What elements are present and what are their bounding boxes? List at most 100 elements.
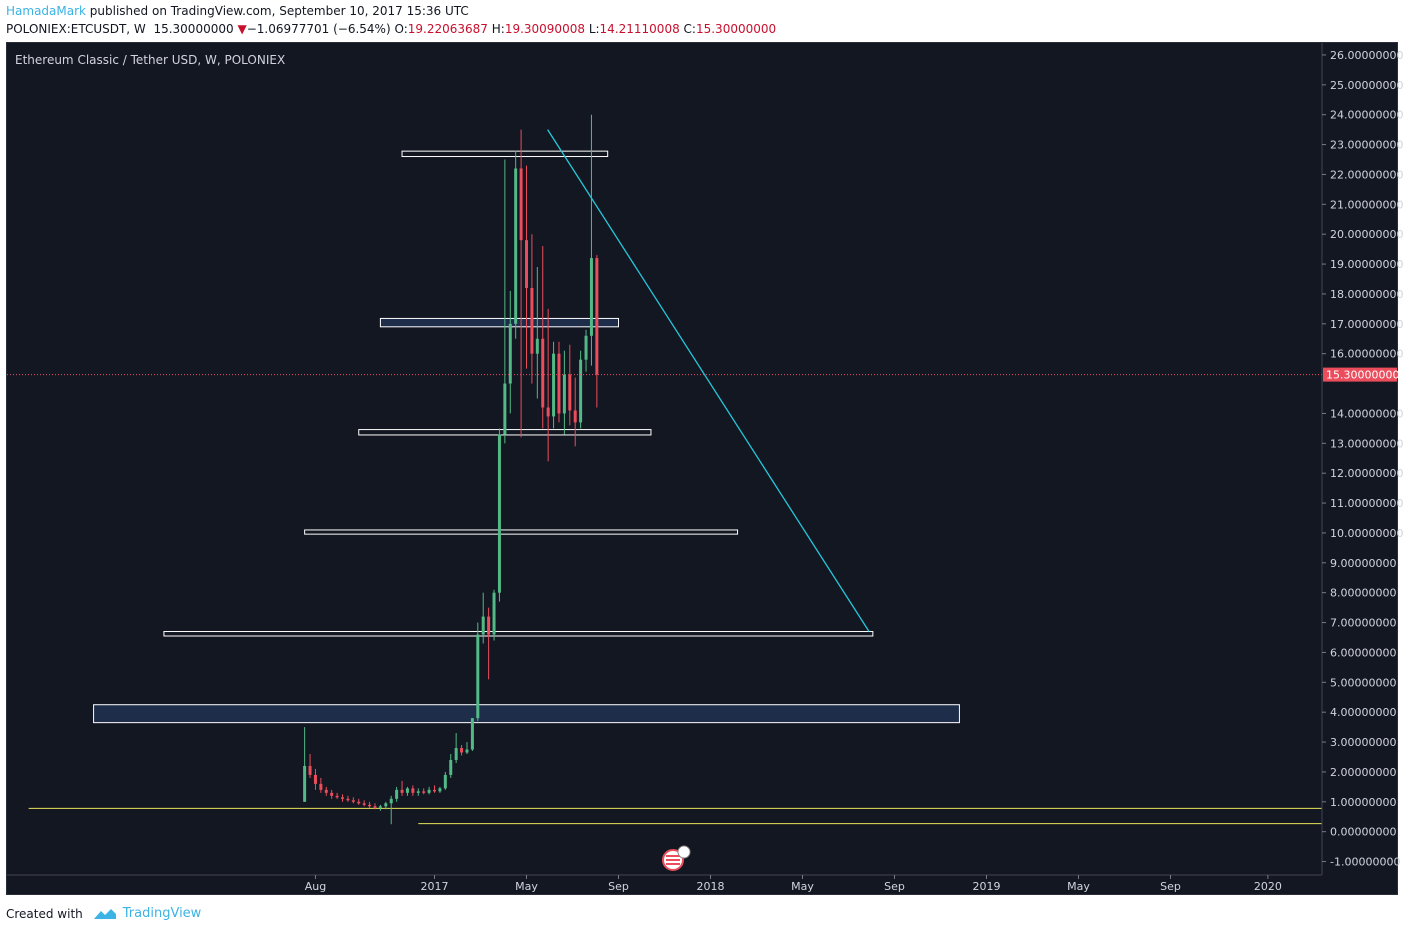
candle-body <box>573 410 577 423</box>
candle-8 <box>346 795 350 802</box>
tradingview-logo-icon <box>93 909 116 919</box>
candle-51 <box>579 350 583 429</box>
close-value: 15.30000000 <box>695 22 777 36</box>
candle-35 <box>492 589 496 641</box>
candle-10 <box>357 798 361 805</box>
tradingview-link[interactable]: TradingView <box>122 906 202 921</box>
candle-16 <box>389 795 393 825</box>
candle-body <box>530 287 534 354</box>
symbol-label: POLONIEX:ETCUSDT, W <box>6 22 146 36</box>
low-label: L: <box>588 22 600 36</box>
candle-body <box>324 789 328 793</box>
x-tick-label: May <box>791 880 814 893</box>
x-tick-label: 2019 <box>972 880 1000 893</box>
high-value: 19.30090008 <box>504 22 585 36</box>
price-change: −1.06977701 (−6.54%) <box>246 22 391 36</box>
candle-30 <box>465 742 469 755</box>
footer: Created with TradingView <box>6 905 201 923</box>
zone-rect-1[interactable] <box>379 317 620 328</box>
y-axis: 26.00000000 25.00000000 24.00000000 23.0000… <box>1321 43 1403 875</box>
y-tick-label: 7.00000000 <box>1330 617 1396 630</box>
y-tick-label: 0.00000000 <box>1330 826 1396 839</box>
y-tick-label: 22.00000000 <box>1330 168 1403 181</box>
y-tick-label: 12.00000000 <box>1330 467 1403 480</box>
candle-body <box>470 718 474 750</box>
zone-rect-5[interactable] <box>93 704 960 724</box>
candle-body <box>465 749 469 753</box>
candle-body <box>541 338 545 408</box>
us-flag-icon[interactable] <box>662 845 691 871</box>
candle-body <box>579 359 583 423</box>
candle-28 <box>454 733 458 763</box>
candle-36 <box>497 428 501 602</box>
zone-rect-4[interactable] <box>163 631 874 637</box>
candle-body <box>378 806 382 808</box>
candle-27 <box>449 754 453 778</box>
candle-17 <box>395 786 399 802</box>
candle-body <box>481 616 485 635</box>
y-tick-label: 21.00000000 <box>1330 198 1403 211</box>
candle-body <box>319 783 323 790</box>
candle-body <box>508 323 512 384</box>
trendline-layer <box>547 129 870 632</box>
candle-body <box>351 800 355 802</box>
candle-22 <box>422 788 426 795</box>
candle-41 <box>525 165 529 369</box>
candle-23 <box>427 786 431 795</box>
candle-body <box>557 353 561 414</box>
x-tick-label: Aug <box>305 880 326 893</box>
candle-4 <box>324 786 328 796</box>
zone-rect-3[interactable] <box>304 529 739 535</box>
x-axis: Aug 2017 May Sep 2018 May Sep 2019 May Sep 2020 <box>7 874 1322 893</box>
last-price: 15.30000000 <box>153 22 234 36</box>
candle-53 <box>589 114 593 366</box>
open-value: 19.22063687 <box>407 22 488 36</box>
candle-body <box>519 168 523 241</box>
candle-46 <box>552 341 556 429</box>
low-value: 14.21110008 <box>599 22 680 36</box>
candle-44 <box>541 246 545 429</box>
candle-9 <box>351 797 355 804</box>
candle-45 <box>546 308 550 462</box>
chart-pane[interactable] <box>6 42 1398 895</box>
candle-body <box>357 801 361 804</box>
candle-21 <box>416 788 420 796</box>
y-tick-label: 10.00000000 <box>1330 527 1403 540</box>
candle-body <box>330 792 334 796</box>
candle-49 <box>568 344 572 426</box>
candle-body <box>476 634 480 719</box>
candle-24 <box>433 785 437 793</box>
y-tick-label: 20.00000000 <box>1330 228 1403 241</box>
zone-rect-0[interactable] <box>401 150 609 158</box>
publish-header: HamadaMark published on TradingView.com,… <box>6 3 469 19</box>
chart-title: Ethereum Classic / Tether USD, W, POLONI… <box>15 53 286 67</box>
price-line-layer: 15.30000000 <box>7 367 1399 382</box>
y-tick-label: 6.00000000 <box>1330 646 1396 659</box>
candle-19 <box>405 786 409 796</box>
candle-body <box>368 804 372 807</box>
candle-3 <box>319 777 323 793</box>
candle-body <box>595 258 599 375</box>
candles-layer <box>303 114 599 825</box>
author-link[interactable]: HamadaMark <box>6 4 86 18</box>
candle-body <box>341 797 345 799</box>
candle-body <box>405 788 409 793</box>
candle-31 <box>470 718 474 752</box>
trendline[interactable] <box>547 129 870 632</box>
candle-0 <box>303 727 307 802</box>
candle-body <box>308 765 312 775</box>
candle-body <box>346 798 350 801</box>
candle-12 <box>368 801 372 808</box>
y-tick-label: 5.00000000 <box>1330 676 1396 689</box>
current-price-label: 15.30000000 <box>1326 369 1399 382</box>
candle-2 <box>313 768 317 790</box>
y-tick-label: 16.00000000 <box>1330 348 1403 361</box>
candle-body <box>568 374 572 411</box>
candle-11 <box>362 800 366 807</box>
x-tick-label: 2018 <box>696 880 724 893</box>
y-tick-label: 3.00000000 <box>1330 736 1396 749</box>
y-tick-label: 1.00000000 <box>1330 796 1396 809</box>
candle-body <box>497 434 501 593</box>
candle-body <box>416 791 420 793</box>
